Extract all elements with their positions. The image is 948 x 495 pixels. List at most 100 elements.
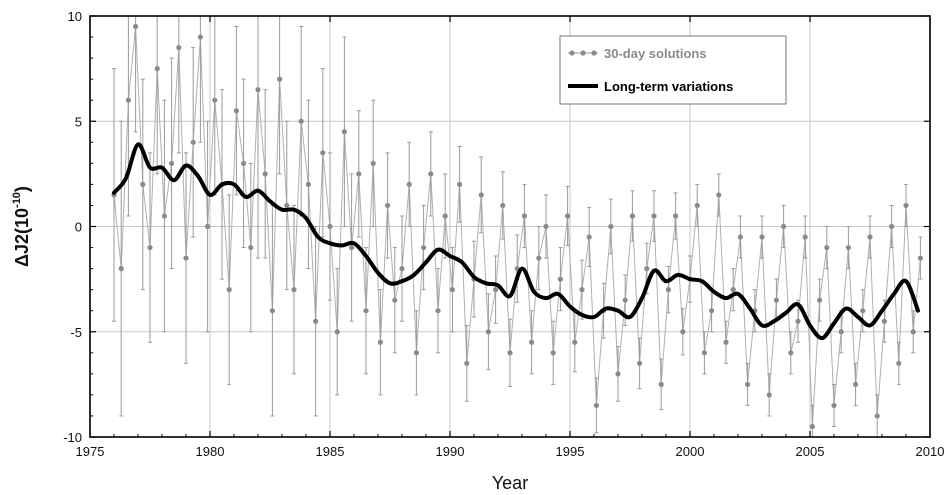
data-point xyxy=(269,308,275,314)
data-point xyxy=(176,44,182,51)
y-tick-label: 10 xyxy=(68,9,82,24)
data-point xyxy=(406,181,412,187)
series-30-day-solutions xyxy=(111,15,924,438)
data-point xyxy=(853,381,859,387)
data-point xyxy=(334,329,340,335)
data-point xyxy=(579,287,585,293)
data-point xyxy=(205,223,211,230)
data-point xyxy=(860,308,866,314)
data-point xyxy=(125,97,131,103)
data-point xyxy=(795,318,801,324)
data-point xyxy=(831,402,837,409)
y-axis-title-exponent: -10 xyxy=(11,192,23,208)
data-point xyxy=(673,213,679,219)
data-point xyxy=(737,234,744,240)
data-point xyxy=(644,266,650,272)
x-tick-label: 1985 xyxy=(316,444,345,459)
data-point xyxy=(629,213,636,219)
y-axis-title-close: ) xyxy=(12,186,32,192)
data-point xyxy=(140,181,146,187)
data-point xyxy=(680,329,686,335)
legend: 30-day solutions Long-term variations xyxy=(559,35,787,105)
y-axis-title-main: ΔJ2(10 xyxy=(12,208,32,267)
data-point xyxy=(377,339,383,345)
data-point xyxy=(586,234,592,240)
y-tick-label: 0 xyxy=(75,220,82,235)
data-point xyxy=(241,160,247,166)
x-tick-label: 1995 xyxy=(556,444,585,459)
data-point xyxy=(536,255,542,261)
data-point xyxy=(385,202,391,209)
data-point xyxy=(147,244,153,251)
x-tick-label: 1990 xyxy=(436,444,465,459)
data-point xyxy=(255,87,261,93)
x-axis-title: Year xyxy=(492,473,528,493)
data-point xyxy=(622,297,628,303)
data-point xyxy=(709,308,715,314)
data-point xyxy=(608,223,614,230)
data-point xyxy=(557,276,564,282)
data-point xyxy=(464,360,470,366)
data-point xyxy=(529,339,535,345)
data-point xyxy=(413,350,419,356)
data-point xyxy=(889,223,895,230)
y-axis-ticks: -10 -5 0 5 10 xyxy=(63,9,930,445)
y-tick-label: -5 xyxy=(70,325,82,340)
data-point xyxy=(370,160,376,166)
data-point xyxy=(716,192,722,198)
legend-box xyxy=(559,35,787,105)
data-point xyxy=(521,213,528,219)
data-point xyxy=(226,287,232,293)
data-point xyxy=(824,244,830,251)
data-point xyxy=(212,97,218,103)
data-point xyxy=(305,181,311,187)
data-point xyxy=(478,192,484,198)
data-point xyxy=(543,223,549,230)
data-point xyxy=(248,244,254,251)
long-term-variations-line xyxy=(112,142,920,341)
data-point xyxy=(442,213,448,219)
data-point xyxy=(745,381,751,387)
data-point xyxy=(421,244,427,251)
x-tick-label: 1975 xyxy=(76,444,105,459)
data-point xyxy=(327,223,333,230)
data-point xyxy=(910,329,916,335)
data-point xyxy=(457,181,463,187)
data-point xyxy=(277,76,283,82)
data-point xyxy=(802,234,808,240)
data-point xyxy=(118,266,124,272)
data-point xyxy=(493,287,499,293)
data-point xyxy=(320,150,326,156)
data-point xyxy=(730,287,736,293)
data-point xyxy=(838,329,844,335)
legend-label-30-day-solutions: 30-day solutions xyxy=(604,46,707,61)
data-point xyxy=(593,402,600,409)
data-point xyxy=(284,202,290,209)
data-point xyxy=(781,223,787,230)
data-point xyxy=(788,350,794,356)
data-point xyxy=(637,360,643,366)
data-point xyxy=(896,360,902,366)
legend-point xyxy=(569,50,575,56)
data-point xyxy=(694,202,700,209)
data-point xyxy=(565,213,571,219)
data-point xyxy=(651,213,657,219)
data-point xyxy=(341,129,347,135)
y-axis-title: ΔJ2(10-10) xyxy=(11,186,32,267)
data-point xyxy=(572,339,578,345)
data-point xyxy=(169,160,175,166)
data-point xyxy=(190,139,196,145)
legend-point xyxy=(591,50,597,56)
data-point xyxy=(313,318,319,324)
data-point xyxy=(665,287,672,293)
data-point xyxy=(809,423,816,430)
data-point xyxy=(363,308,369,314)
x-tick-label: 2000 xyxy=(676,444,705,459)
data-point xyxy=(349,244,355,251)
data-point xyxy=(399,266,405,272)
legend-symbol-30-day-solutions xyxy=(568,50,598,56)
data-point xyxy=(701,350,708,356)
x-tick-label: 2010 xyxy=(916,444,945,459)
x-tick-label: 1980 xyxy=(196,444,225,459)
data-point xyxy=(428,171,434,177)
